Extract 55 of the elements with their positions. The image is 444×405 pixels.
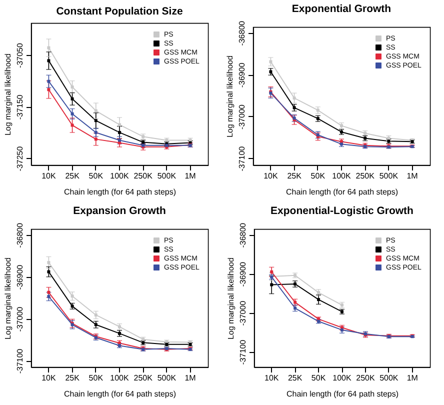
x-tick-label: 50K: [88, 374, 104, 382]
x-tick-label: 500K: [380, 374, 399, 382]
y-axis-title: Log marginal likelihood: [226, 56, 234, 138]
x-tick-label: 250K: [134, 374, 154, 382]
x-tick-label: 50K: [311, 374, 326, 382]
y-tick-label: -37250: [16, 146, 24, 172]
x-tick-label: 100K: [110, 172, 130, 180]
x-axis-title: Chain length (for 64 path steps): [286, 188, 398, 196]
x-tick-label: 500K: [379, 172, 399, 180]
x-tick-label: 1M: [184, 374, 196, 382]
y-tick-label: -37000: [16, 306, 24, 332]
x-tick-label: 1M: [406, 374, 418, 382]
x-tick-label: 250K: [134, 172, 154, 180]
x-tick-label: 25K: [65, 374, 80, 382]
x-tick-label: 500K: [157, 172, 177, 180]
chart-title: Exponential Growth: [292, 2, 392, 15]
y-tick-label: -37100: [238, 146, 246, 172]
x-tick-label: 1M: [184, 172, 196, 180]
chart-title: Constant Population Size: [56, 6, 183, 18]
y-tick-label: -37050: [16, 42, 24, 68]
x-tick-label: 100K: [110, 374, 130, 382]
x-axis-title: Chain length (for 64 path steps): [64, 390, 176, 398]
y-tick-label: -36900: [238, 261, 248, 287]
x-tick-label: 10K: [264, 374, 280, 382]
y-tick-label: -37100: [238, 339, 248, 365]
x-tick-label: 500K: [157, 374, 177, 382]
y-axis-title: Log marginal likelihood: [226, 258, 236, 340]
x-tick-label: 10K: [264, 172, 278, 180]
y-tick-label: -37100: [16, 348, 24, 374]
y-tick-label: -37000: [238, 104, 246, 130]
x-tick-label: 25K: [287, 172, 302, 180]
x-tick-label: 10K: [42, 172, 56, 180]
x-axis-title: Chain length (for 64 path steps): [64, 188, 176, 196]
x-tick-label: 250K: [356, 172, 376, 180]
x-tick-label: 1M: [406, 172, 418, 180]
y-tick-label: -36800: [238, 20, 246, 46]
chart-title: Expansion Growth: [73, 204, 166, 217]
y-axis-title: Log marginal likelihood: [4, 258, 12, 340]
y-tick-label: -36900: [238, 62, 246, 88]
y-tick-label: -36800: [238, 222, 248, 248]
y-axis-title: Log marginal likelihood: [4, 54, 12, 136]
y-tick-label: -37150: [16, 94, 24, 120]
x-tick-label: 100K: [332, 374, 352, 382]
x-tick-label: 25K: [288, 374, 303, 382]
y-tick-label: -36800: [16, 222, 24, 248]
x-tick-label: 250K: [356, 374, 376, 382]
x-axis-title: Chain length (for 64 path steps): [286, 390, 399, 398]
x-tick-label: 50K: [310, 172, 326, 180]
y-tick-label: -37000: [238, 300, 248, 326]
y-tick-label: -36900: [16, 264, 24, 290]
x-tick-label: 25K: [65, 172, 80, 180]
x-tick-label: 50K: [88, 172, 104, 180]
x-tick-label: 100K: [332, 172, 352, 180]
x-tick-label: 10K: [42, 374, 56, 382]
chart-title: Exponential-Logistic Growth: [270, 204, 414, 217]
